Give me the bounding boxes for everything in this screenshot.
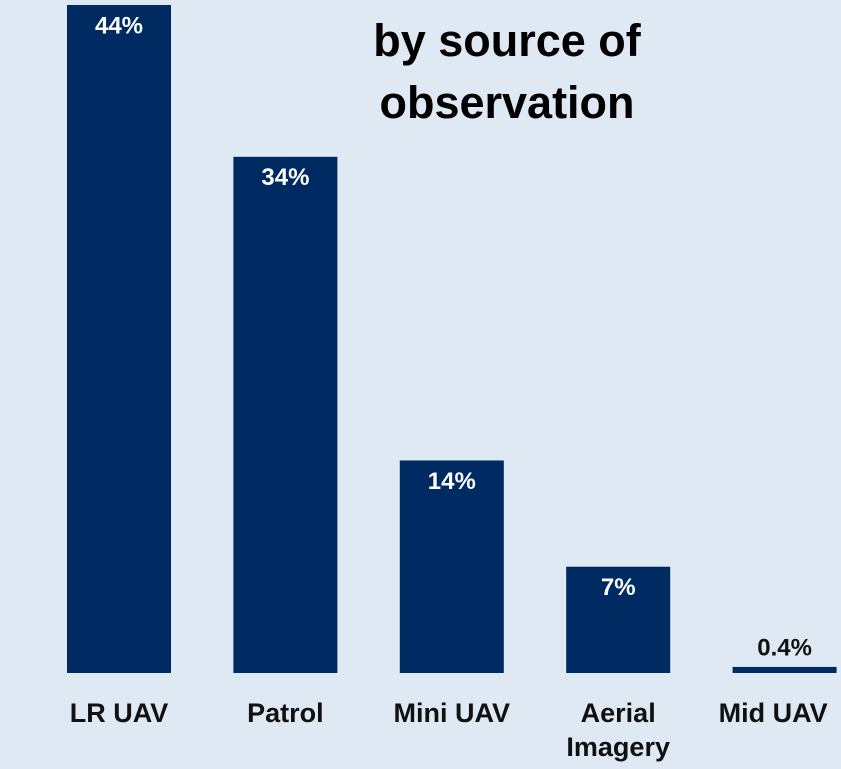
x-tick-label: Mini UAV bbox=[393, 698, 511, 728]
value-label: 0.4% bbox=[757, 634, 812, 661]
bar bbox=[67, 5, 171, 673]
value-label: 44% bbox=[95, 12, 143, 39]
x-tick-label: Mid UAV bbox=[718, 698, 828, 728]
x-tick-label: LR UAV bbox=[69, 698, 169, 728]
value-label: 34% bbox=[261, 164, 309, 191]
x-tick-label: Patrol bbox=[247, 698, 324, 728]
chart-title: by source of observation bbox=[373, 15, 641, 128]
x-tick-label: Aerial Imagery bbox=[566, 698, 670, 762]
value-label: 7% bbox=[601, 574, 636, 601]
value-label: 14% bbox=[428, 468, 476, 495]
bar bbox=[566, 566, 671, 673]
bar bbox=[732, 666, 837, 673]
bar bbox=[399, 460, 504, 673]
bar bbox=[233, 156, 338, 673]
